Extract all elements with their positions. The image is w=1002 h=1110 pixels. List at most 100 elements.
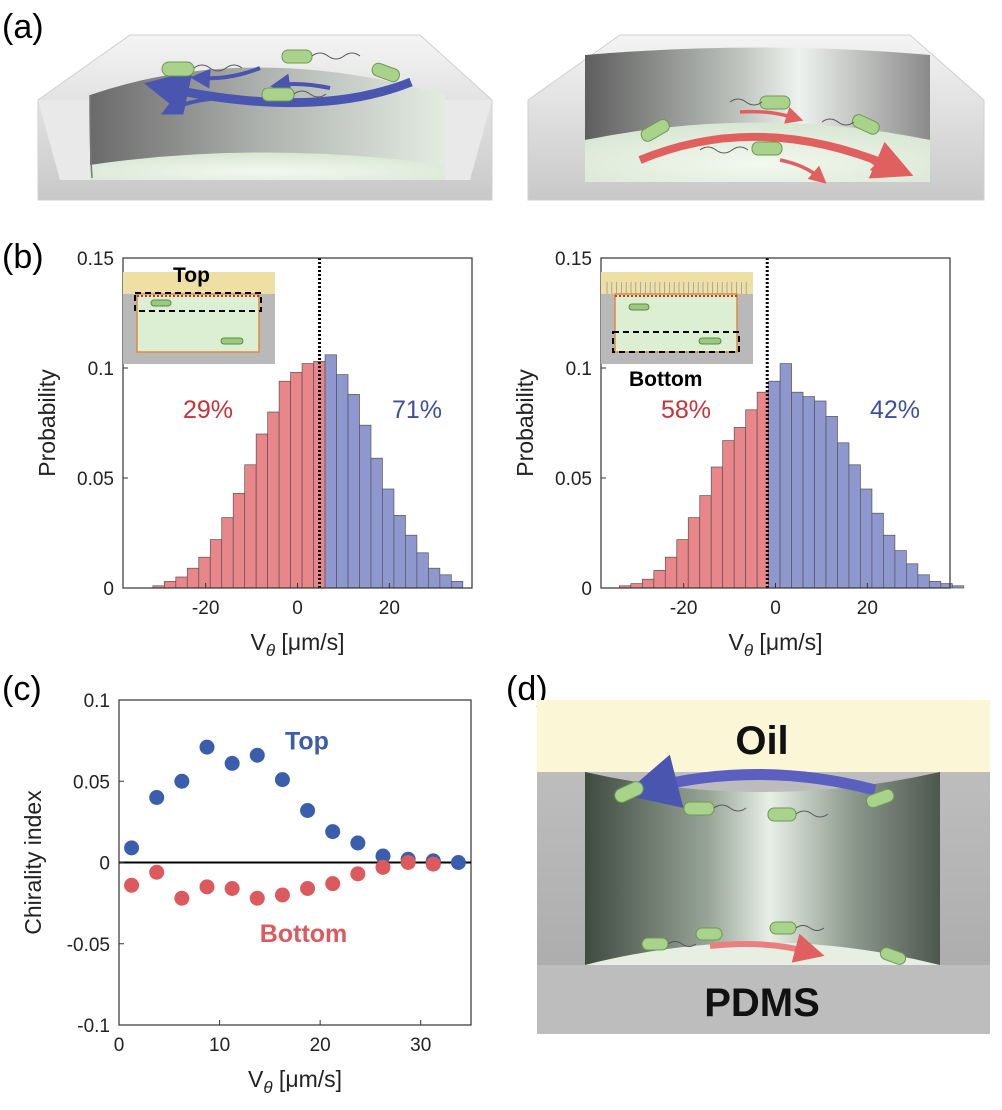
data-point-top (300, 803, 316, 818)
data-point-bottom (350, 866, 366, 882)
inset-schematic: Top (123, 264, 275, 364)
inset-selection-box (612, 331, 740, 353)
bacterium (161, 61, 195, 77)
histogram-bar (301, 363, 314, 589)
x-tick-label: 30 (410, 1035, 431, 1056)
histogram-bar (722, 440, 735, 589)
panel-d-illustration: Oil PDMS (537, 700, 990, 1034)
histogram-bar (630, 583, 643, 589)
data-point-top (249, 747, 265, 763)
right-percent: 42% (870, 396, 920, 424)
y-tick-label: -0.1 (77, 1016, 110, 1037)
y-tick-label: -0.05 (67, 935, 110, 956)
y-tick-label: 0.05 (73, 772, 110, 793)
histogram-bar (439, 574, 452, 589)
histogram-bar (951, 585, 965, 589)
bacterium (769, 921, 797, 935)
bacterium (641, 937, 669, 951)
y-tick-label: 0.1 (566, 359, 592, 380)
histogram-bar (347, 394, 360, 589)
y-tick-label: 0 (99, 854, 110, 875)
histogram-bar (267, 411, 280, 589)
histogram-bar (232, 493, 246, 589)
data-point-top (325, 824, 341, 840)
y-axis-label: Chirality index (20, 790, 46, 935)
histogram-bar (871, 512, 884, 589)
pdms-label: PDMS (704, 981, 820, 1025)
histogram-top: -20 0 20 0 0.05 0.1 0.15 Vθ [μm/s] Probability 29… (34, 249, 473, 660)
histogram-bar (814, 400, 827, 589)
left-percent: 58% (661, 396, 711, 424)
data-point-top (199, 739, 215, 755)
y-tick-label: 0.15 (555, 249, 592, 270)
series-label-bottom: Bottom (260, 920, 347, 948)
panel-label-a: (a) (2, 8, 44, 46)
histogram-bottom: -20 0 20 0 0.05 0.1 0.15 Vθ [μm/s] Probability 58… (512, 249, 965, 660)
histogram-bar (802, 396, 815, 589)
histogram-bar (928, 581, 942, 589)
histogram-bar (163, 581, 177, 589)
panel-a-right-illustration (527, 34, 985, 201)
histogram-bar (186, 567, 200, 589)
inset-selection-box (134, 292, 262, 312)
bacterium (640, 119, 670, 142)
x-tick-label: 0 (292, 598, 303, 619)
inset-label-top: Top (173, 264, 210, 287)
x-tick-label: 0 (770, 598, 781, 619)
y-axis-label: Probability (512, 369, 538, 477)
histogram-bar (699, 495, 712, 589)
bacterium (879, 947, 907, 965)
bacterium (371, 62, 401, 83)
histogram-bar (244, 464, 257, 589)
histogram-bar (664, 556, 678, 589)
bacterium (851, 114, 880, 135)
x-tick-label: 0 (114, 1035, 125, 1056)
data-point-bottom (224, 881, 240, 896)
x-tick-label: -20 (192, 598, 219, 619)
histogram-bar (745, 409, 758, 589)
y-tick-label: 0 (581, 579, 592, 600)
inset-schematic: Bottom (601, 272, 753, 391)
bacterium (865, 788, 895, 809)
histogram-bar (687, 517, 701, 589)
histogram-bar (198, 556, 211, 589)
data-point-bottom (249, 890, 265, 906)
histogram-bar (837, 442, 850, 589)
bacterium (751, 141, 783, 156)
panel-label-c: (c) (2, 670, 42, 708)
y-tick-label: 0.05 (77, 469, 114, 490)
oil-layer (537, 700, 990, 772)
histogram-bar (255, 433, 269, 589)
data-point-top (274, 772, 290, 788)
histogram-bar (290, 372, 303, 589)
y-axis-label: Probability (34, 369, 60, 477)
right-percent: 71% (392, 396, 442, 424)
data-point-bottom (300, 881, 316, 896)
bacterium (261, 87, 295, 102)
data-point-top (375, 848, 391, 864)
data-point-bottom (375, 859, 391, 875)
bacterium (767, 807, 797, 822)
y-tick-label: 0.05 (555, 469, 592, 490)
histogram-bar (653, 570, 666, 589)
histogram-bar (825, 416, 838, 589)
histogram-bar (676, 539, 689, 589)
histogram-bar (221, 517, 234, 589)
x-axis-label: Vθ [μm/s] (248, 1066, 342, 1097)
histogram-bar (860, 488, 873, 589)
histogram-bar (883, 534, 896, 589)
chirality-scatter: 0 10 20 30 -0.1 -0.05 0 0.05 0.1 Top Bottom Vθ [μm/… (20, 691, 472, 1097)
blue-arrow-top (623, 754, 877, 808)
data-point-bottom (325, 876, 341, 892)
panel-a-left-illustration (37, 34, 493, 201)
histogram-bar (450, 581, 464, 589)
y-tick-label: 0 (103, 579, 114, 600)
histogram-bar (336, 374, 349, 589)
bacterium (281, 49, 313, 64)
data-point-bottom (274, 887, 290, 903)
left-percent: 29% (183, 396, 233, 424)
histogram-bar (405, 534, 418, 589)
data-point-bottom (174, 890, 190, 906)
data-point-bottom (425, 856, 441, 872)
x-tick-label: 20 (379, 598, 400, 619)
